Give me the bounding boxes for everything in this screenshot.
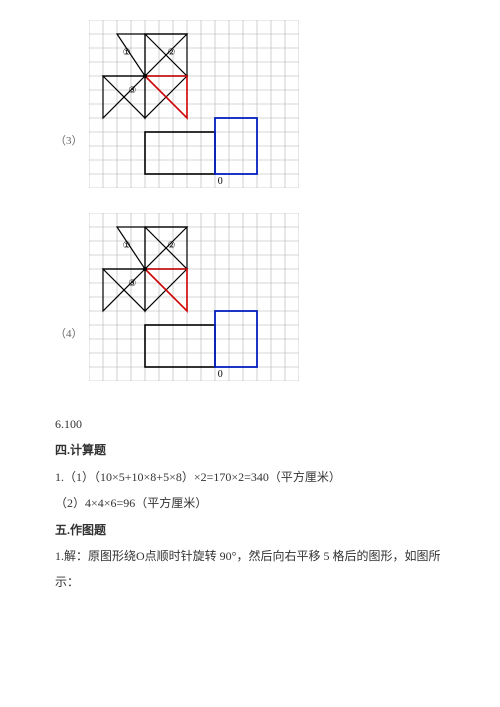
section-5-heading: 五.作图题 xyxy=(55,517,445,543)
svg-text:0: 0 xyxy=(217,176,222,187)
svg-text:②: ② xyxy=(167,47,175,57)
calc-line-1: 1.（1）（10×5+10×8+5×8）×2=170×2=340（平方厘米） xyxy=(55,464,445,490)
drawing-line-1: 1.解：原图形绕O点顺时针旋转 90°，然后向右平移 5 格后的图形，如图所 xyxy=(55,543,445,569)
svg-text:③: ③ xyxy=(128,278,136,288)
figure-3-label: （3） xyxy=(55,132,83,188)
drawing-line-2: 示： xyxy=(55,569,445,595)
calc-line-2: （2）4×4×6=96（平方厘米） xyxy=(55,490,445,516)
answer-6: 6.100 xyxy=(55,411,445,437)
svg-text:0: 0 xyxy=(217,369,222,380)
svg-text:①: ① xyxy=(122,47,130,57)
figure-4-label: （4） xyxy=(55,325,83,381)
answer-text-section: 6.100 四.计算题 1.（1）（10×5+10×8+5×8）×2=170×2… xyxy=(55,411,445,596)
section-4-heading: 四.计算题 xyxy=(55,437,445,463)
figure-4-grid: ① ② ③ 0 xyxy=(89,213,299,381)
svg-text:①: ① xyxy=(122,240,130,250)
figure-3-grid: ① ② ③ 0 xyxy=(89,20,299,188)
svg-text:③: ③ xyxy=(128,85,136,95)
svg-text:②: ② xyxy=(167,240,175,250)
